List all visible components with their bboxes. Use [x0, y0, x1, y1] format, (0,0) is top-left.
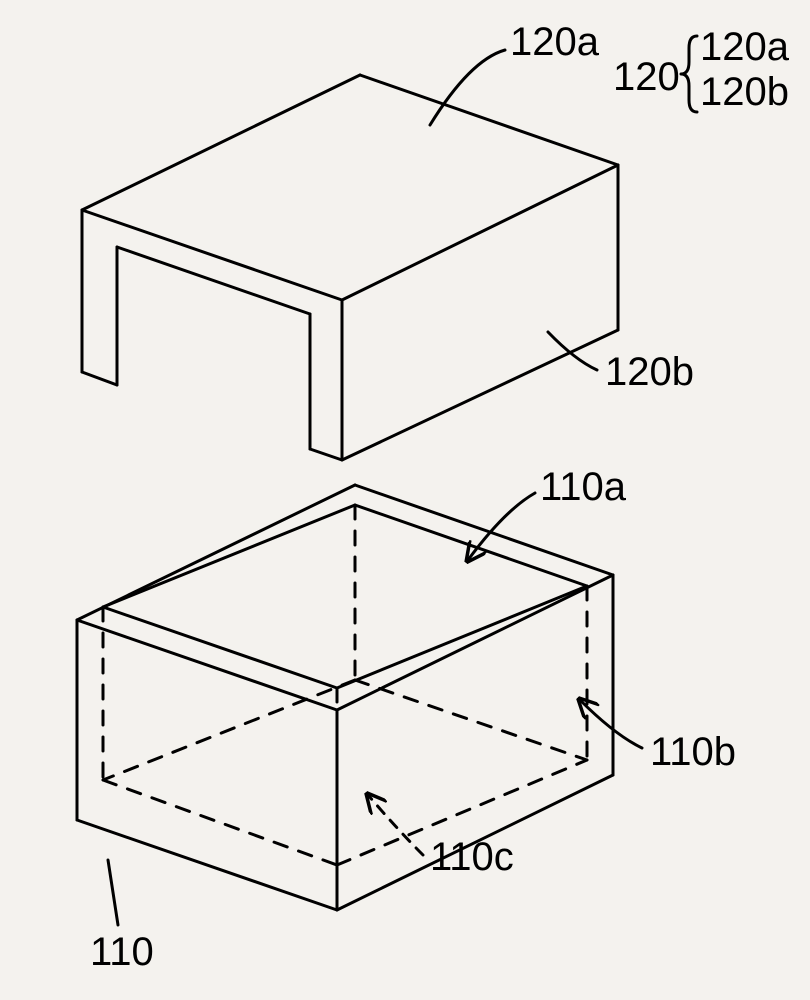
label-120a-top: 120a	[510, 20, 600, 64]
label-120b: 120b	[605, 350, 694, 394]
label-brace-120b: 120b	[700, 70, 789, 114]
part-110	[77, 485, 613, 910]
label-110a: 110a	[540, 465, 627, 509]
diagram: 120a 120 120a 120b 120b 110a 110b 110c 1…	[0, 0, 810, 1000]
label-110b: 110b	[650, 730, 736, 774]
label-110: 110	[90, 930, 154, 974]
label-120: 120	[613, 55, 680, 99]
label-110c: 110c	[430, 835, 514, 879]
label-brace-120a: 120a	[700, 25, 790, 69]
